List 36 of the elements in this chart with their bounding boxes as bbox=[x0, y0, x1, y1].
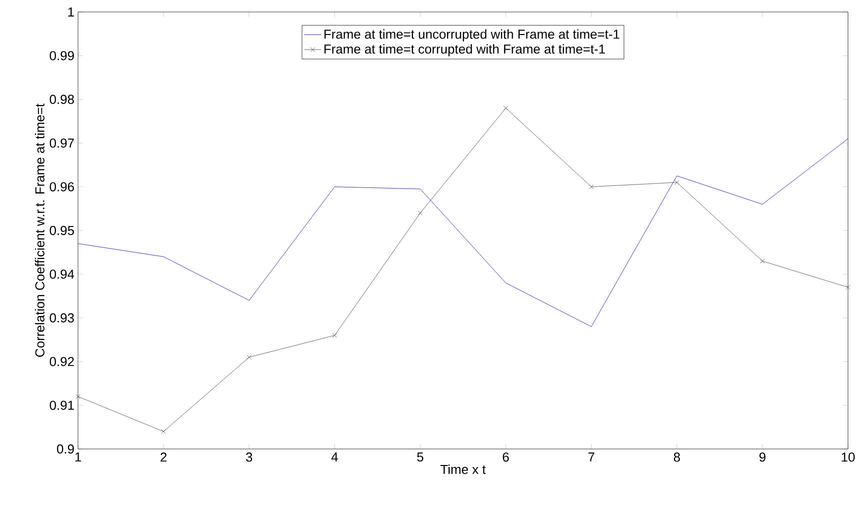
y-tick-label: 0.99 bbox=[50, 51, 74, 60]
point bbox=[503, 106, 508, 110]
point bbox=[846, 284, 850, 290]
y-tick-label: 0.9 bbox=[56, 444, 74, 454]
point bbox=[418, 210, 423, 216]
y-tick-label: 0.91 bbox=[50, 400, 74, 410]
y-tick-label: 0.98 bbox=[50, 94, 74, 104]
point bbox=[589, 184, 594, 190]
x-tick-label: 4 bbox=[331, 452, 338, 462]
point bbox=[760, 258, 765, 264]
y-tick-label: 0.96 bbox=[50, 182, 74, 192]
x-tick-label: 1 bbox=[75, 452, 81, 462]
point bbox=[674, 180, 680, 185]
x-tick-label: 2 bbox=[160, 452, 167, 462]
legend-label: Frame at time=t corrupted with Frame at time=t-1 bbox=[324, 44, 605, 56]
legend-label: Frame at time=t uncorrupted with Frame at time=t-1 bbox=[324, 29, 620, 42]
y-tick-label: 1 bbox=[68, 8, 74, 16]
x-tick-label: 6 bbox=[502, 452, 509, 462]
point bbox=[246, 354, 252, 360]
point bbox=[161, 429, 166, 434]
y-tick-label: 0.97 bbox=[50, 138, 74, 148]
x-tick-label: 5 bbox=[417, 452, 424, 462]
x-axis-title: Time x t bbox=[440, 464, 486, 474]
line-series bbox=[78, 138, 848, 327]
y-tick-label: 0.92 bbox=[50, 356, 74, 366]
x-tick-label: 8 bbox=[674, 452, 680, 462]
x-tick-label: 3 bbox=[246, 452, 252, 462]
y-tick-label: 0.94 bbox=[50, 270, 74, 279]
point bbox=[76, 394, 80, 399]
x-tick-label: 9 bbox=[759, 452, 766, 462]
y-tick-label: 0.95 bbox=[50, 226, 74, 236]
x-tick-label: 7 bbox=[588, 452, 594, 462]
x-tick-label: 10 bbox=[842, 452, 855, 462]
y-axis-title: Correlation Coefficient w.r.t. Frame at time=t bbox=[34, 104, 44, 357]
y-tick-label: 0.93 bbox=[50, 313, 74, 322]
point bbox=[332, 333, 337, 338]
